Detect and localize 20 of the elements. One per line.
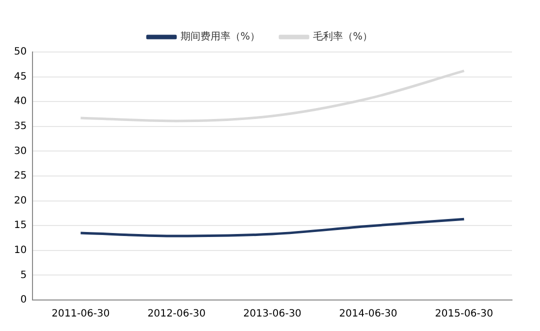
y-tick-label: 15 <box>14 220 27 232</box>
legend-label: 期间费用率（%） <box>180 30 260 43</box>
y-tick-label: 35 <box>14 120 27 132</box>
line-series <box>79 70 466 122</box>
x-tick-label: 2012-06-30 <box>147 308 206 320</box>
y-tick-label: 25 <box>14 170 27 182</box>
y-tick-label: 50 <box>14 46 27 58</box>
x-tick-label: 2011-06-30 <box>52 308 110 320</box>
y-tick-label: 45 <box>14 71 27 82</box>
y-tick-label: 5 <box>20 270 27 281</box>
x-tick-label: 2014-06-30 <box>339 308 398 320</box>
y-tick-label: 10 <box>14 244 27 256</box>
legend-label: 毛利率（%） <box>313 30 373 43</box>
y-tick-label: 0 <box>20 294 27 306</box>
x-tick-label: 2013-06-30 <box>243 308 302 320</box>
x-tick-label: 2015-06-30 <box>435 308 494 320</box>
y-tick-label: 20 <box>14 195 27 206</box>
y-tick-label: 40 <box>14 96 27 108</box>
line-series <box>79 218 466 238</box>
y-tick-label: 30 <box>14 146 27 157</box>
